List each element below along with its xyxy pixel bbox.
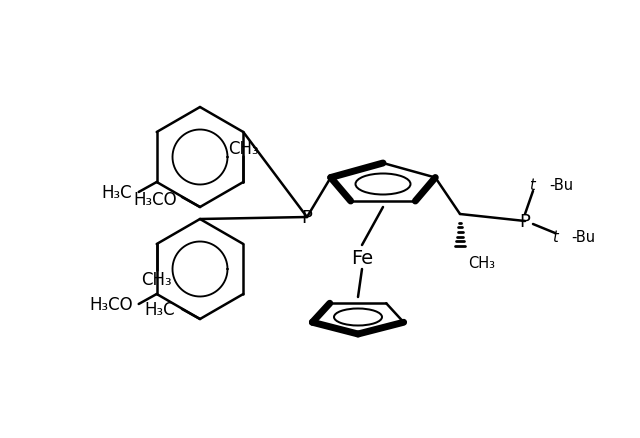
- Text: CH₃: CH₃: [228, 140, 259, 158]
- Text: CH₃: CH₃: [468, 255, 495, 270]
- Text: -Bu: -Bu: [571, 230, 595, 245]
- Text: CH₃: CH₃: [141, 270, 172, 288]
- Text: P: P: [301, 208, 312, 226]
- Text: H₃CO: H₃CO: [133, 191, 177, 208]
- Text: Fe: Fe: [351, 248, 373, 267]
- Text: H₃C: H₃C: [145, 300, 175, 318]
- Text: P: P: [520, 212, 531, 230]
- Text: -Bu: -Bu: [549, 178, 573, 193]
- Text: t: t: [529, 178, 535, 193]
- Text: t: t: [552, 230, 558, 245]
- Text: H₃CO: H₃CO: [89, 295, 132, 313]
- Text: H₃C: H₃C: [101, 184, 132, 201]
